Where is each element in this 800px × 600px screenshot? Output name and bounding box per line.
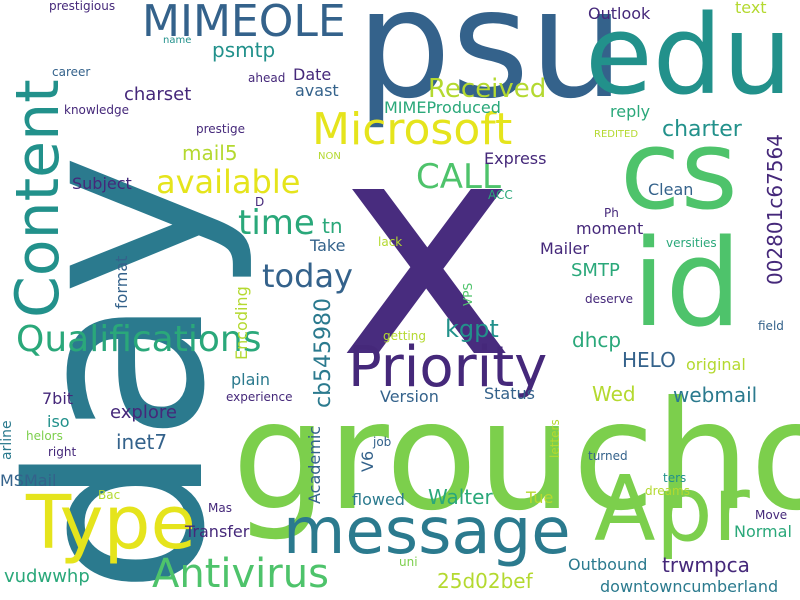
word-call: CALL: [416, 157, 501, 197]
word-knowledge: knowledge: [64, 103, 130, 117]
word-charset: charset: [124, 84, 192, 105]
word-status: Status: [484, 384, 535, 403]
word-version: Version: [380, 387, 439, 406]
word-cs: cs: [620, 106, 738, 234]
word-prestige: prestige: [196, 122, 245, 136]
word-deserve: deserve: [585, 292, 634, 306]
word-versities: versities: [666, 236, 717, 250]
word-helors: helors: [26, 429, 63, 443]
word-smtp: SMTP: [571, 260, 620, 281]
word-webmail: webmail: [673, 383, 758, 407]
word-right: right: [48, 445, 77, 459]
word-name: name: [163, 35, 192, 46]
word-prestigious: prestigious: [49, 0, 116, 13]
word-microsoft: Microsoft: [312, 104, 513, 155]
word-career: career: [52, 65, 91, 79]
word-subject: Subject: [72, 174, 132, 193]
word-turned: turned: [588, 449, 628, 463]
word-outlook: Outlook: [588, 4, 651, 23]
word-charter: charter: [662, 117, 742, 142]
word-normal: Normal: [734, 522, 792, 541]
word-downtowncumberland: downtowncumberland: [600, 577, 779, 596]
word-kgpt: kgpt: [445, 315, 499, 343]
word-trwmpca: trwmpca: [662, 553, 750, 577]
word-transfer: Transfer: [185, 522, 250, 541]
word-mailer: Mailer: [540, 239, 589, 258]
word-antivirus: Antivirus: [152, 551, 329, 597]
word-priority: Priority: [348, 335, 548, 400]
word-reply: reply: [610, 102, 651, 121]
word-move: Move: [755, 508, 788, 522]
word-tn: tn: [322, 214, 343, 238]
word-7bit: 7bit: [42, 389, 74, 408]
word-25d02bef: 25d02bef: [437, 569, 533, 593]
word-tue: Tue: [526, 488, 554, 507]
word-type: Type: [26, 480, 196, 566]
word-time: time: [238, 203, 315, 243]
word-today: today: [262, 257, 353, 295]
word-outbound: Outbound: [568, 555, 648, 574]
word-message: message: [283, 495, 571, 569]
word-job: job: [373, 435, 392, 449]
word-mimeole: MIMEOLE: [142, 0, 346, 47]
word-wed: Wed: [592, 382, 636, 406]
word-date: Date: [293, 65, 332, 84]
word-academic: Academic: [305, 425, 324, 504]
word-field: field: [758, 319, 784, 333]
word-flowed: flowed: [352, 490, 405, 509]
word-002801c67564: 002801c67564: [763, 134, 787, 285]
word-ph: Ph: [604, 206, 619, 220]
word-experience: experience: [226, 390, 293, 404]
word-explore: explore: [110, 402, 177, 423]
word-received: Received: [428, 74, 547, 104]
word-apr: Apr: [594, 457, 750, 562]
word-iso: iso: [47, 412, 70, 431]
word-edu: edu: [585, 0, 793, 119]
word-acc: ACC: [488, 188, 513, 202]
word-letters: letters: [548, 419, 562, 458]
word-qualifications: Qualifications: [16, 319, 262, 360]
word-express: Express: [484, 149, 547, 168]
word-helo: HELO: [622, 348, 676, 372]
word-mimeproduced: MIMEProduced: [384, 98, 501, 117]
word-ahead: ahead: [248, 71, 286, 85]
word-available: available: [156, 163, 301, 201]
word-content: Content: [3, 79, 73, 318]
word-text: text: [735, 0, 767, 17]
word-dreams: dreams: [645, 484, 690, 498]
word-lack: lack: [378, 235, 403, 249]
word-encoding: Encoding: [232, 286, 251, 360]
word-dhcp: dhcp: [572, 328, 622, 352]
word-uni: uni: [399, 555, 418, 569]
word-msmail: MSMail: [0, 471, 57, 490]
word-moment: moment: [576, 219, 644, 238]
word-arline: arline: [0, 420, 15, 460]
word-cb545980: cb545980: [311, 297, 336, 408]
word-v6: V6: [358, 450, 377, 472]
word-getting: getting: [383, 329, 426, 343]
word-bac: Bac: [98, 488, 121, 502]
word-ters: ters: [663, 471, 687, 485]
word-groucho: groucho: [232, 370, 800, 544]
word-plain: plain: [231, 370, 270, 389]
word-vps: VPS: [461, 282, 475, 306]
word-take: Take: [310, 236, 346, 255]
word-mail5: mail5: [182, 141, 238, 165]
word-format: format: [112, 255, 131, 309]
word-non: NON: [318, 151, 341, 162]
word-clean: Clean: [648, 180, 694, 199]
word-id: id: [632, 215, 742, 354]
word-avast: avast: [295, 81, 339, 100]
word-redited: REDITED: [594, 129, 639, 140]
word-walter: Walter: [428, 485, 493, 509]
word-mas: Mas: [208, 501, 232, 515]
word-original: original: [686, 355, 746, 374]
word-vudwwhp: vudwwhp: [4, 566, 90, 587]
word-d: D: [255, 195, 265, 209]
word-x: x: [338, 75, 516, 424]
word-psmtp: psmtp: [212, 38, 276, 62]
word-inet7: inet7: [116, 430, 168, 454]
word-psu: psu: [356, 0, 625, 132]
